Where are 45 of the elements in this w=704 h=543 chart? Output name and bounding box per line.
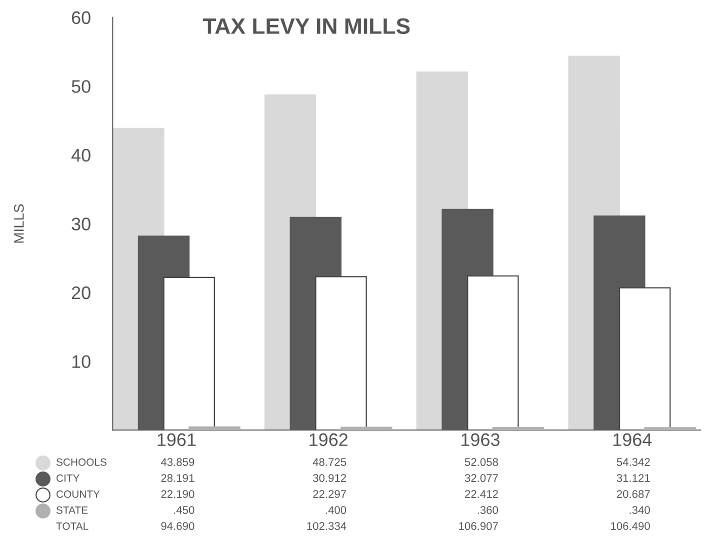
data-label: 54.342 xyxy=(616,458,650,466)
data-label: 30.912 xyxy=(313,474,346,482)
x-tick-label: 1963 xyxy=(462,433,500,446)
text: 106.907 xyxy=(459,522,498,530)
data-label: 22.297 xyxy=(313,490,346,498)
legend-label: STATE xyxy=(56,506,88,514)
data-label: 32.077 xyxy=(464,474,498,482)
data-label: .400 xyxy=(326,506,346,514)
text: 106.490 xyxy=(611,522,650,530)
text: 102.334 xyxy=(307,522,346,530)
legend-label: SCHOOLS xyxy=(56,458,106,466)
data-label: .450 xyxy=(174,506,194,514)
chart-title: TAX LEVY IN MILLS xyxy=(202,18,410,34)
bar xyxy=(163,276,215,430)
data-label: .340 xyxy=(630,506,650,514)
bar xyxy=(467,275,519,430)
y-tick-label: 60 xyxy=(72,11,90,24)
data-label: .360 xyxy=(478,506,498,514)
data-label: 52.058 xyxy=(464,458,498,466)
y-tick-label: 50 xyxy=(72,80,90,93)
bar xyxy=(188,426,240,430)
bar xyxy=(340,426,392,430)
y-tick-label: 40 xyxy=(71,148,90,162)
y-tick-label: 20 xyxy=(72,286,90,300)
bar xyxy=(618,287,671,430)
data-label: 43.859 xyxy=(160,458,194,466)
bar xyxy=(315,276,367,430)
legend-label: CITY xyxy=(56,474,80,482)
x-tick-label: 1964 xyxy=(613,433,652,446)
text: 94.690 xyxy=(161,522,194,530)
x-tick-label: 1961 xyxy=(158,433,196,446)
data-label: 31.121 xyxy=(616,474,650,482)
data-label: 20.687 xyxy=(616,490,650,498)
y-tick-label: 10 xyxy=(72,355,90,368)
y-tick-label: 30 xyxy=(72,218,90,230)
x-tick-label: 1962 xyxy=(310,433,348,446)
bar xyxy=(644,427,696,430)
legend-label: COUNTY xyxy=(56,490,100,498)
data-label: 22.190 xyxy=(161,490,194,498)
bar xyxy=(492,427,544,430)
data-label: 28.191 xyxy=(161,474,194,482)
text: TOTAL xyxy=(56,522,88,530)
data-label: 48.725 xyxy=(312,458,346,466)
y-axis-title: MILLS xyxy=(14,204,24,243)
data-label: 22.412 xyxy=(465,490,498,498)
